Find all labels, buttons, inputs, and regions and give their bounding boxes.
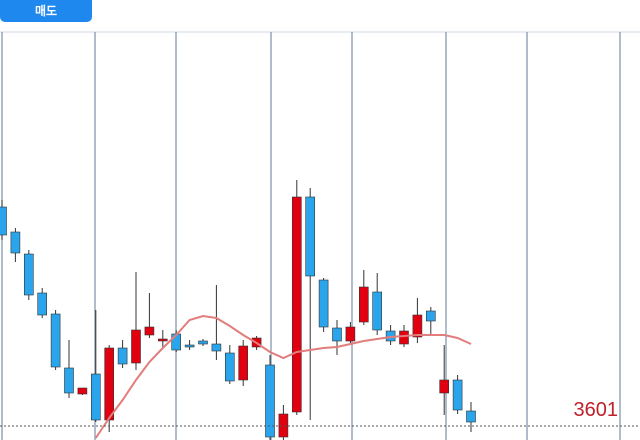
candle-body (131, 329, 141, 364)
candle-body (372, 291, 383, 331)
candle-body (184, 344, 195, 348)
candle-body (238, 345, 248, 381)
candle-body (412, 314, 423, 338)
candle-body (23, 253, 34, 296)
candle-body (158, 338, 168, 342)
candle-body (64, 367, 74, 394)
time-grid (1, 32, 621, 440)
candle-body (318, 279, 329, 328)
candle-body (37, 292, 48, 316)
candle-body (439, 379, 450, 394)
candle-body (466, 410, 476, 423)
moving-average (94, 314, 472, 439)
candle-body (77, 387, 88, 395)
candle-body (104, 347, 114, 421)
candle-body (117, 347, 128, 365)
candle-body (0, 206, 7, 236)
sell-button[interactable]: 매도 (0, 0, 92, 22)
candle-body (399, 330, 409, 345)
candle-body (198, 340, 208, 345)
candle-body (10, 231, 21, 254)
candle-body (452, 379, 463, 411)
candle-body (425, 310, 436, 322)
candle-body (171, 333, 181, 351)
candle-body (305, 196, 316, 277)
candle-body (144, 326, 155, 336)
price-label: 3601 (574, 399, 619, 421)
candle-body (211, 343, 222, 352)
candle-body (345, 326, 356, 342)
candle-body (291, 196, 302, 413)
candle-body (225, 352, 235, 382)
candle-body (278, 413, 289, 438)
candle-body (332, 327, 342, 342)
candle-body (50, 313, 61, 368)
candle-body (91, 373, 101, 421)
candle-body (358, 286, 369, 323)
candle-body (265, 364, 275, 438)
